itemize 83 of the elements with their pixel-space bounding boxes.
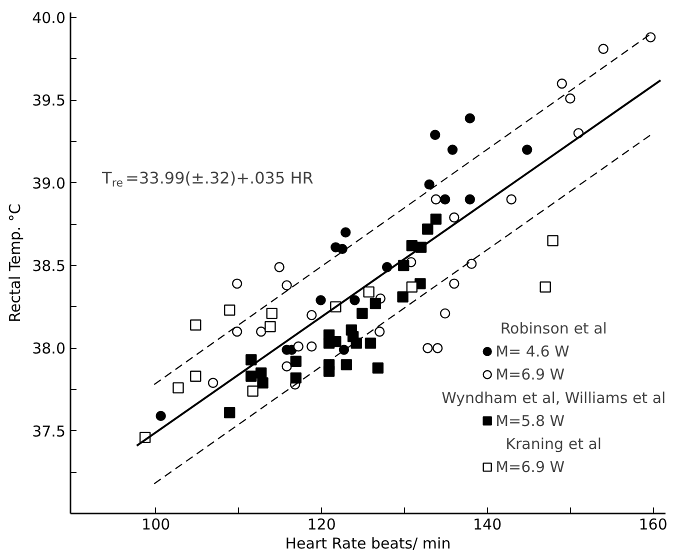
point [306,310,317,320]
point [224,304,236,316]
point [282,361,292,372]
y-tick-label: 38.5 [32,256,66,275]
point [440,308,450,319]
annotation: Robinson et al [500,319,607,338]
point [316,295,326,306]
y-axis-title: Rectal Temp. °C [6,204,24,322]
legend-label: M= 4.6 W [496,342,570,360]
point [422,343,433,354]
point [266,308,278,320]
x-tick-label: 160 [638,516,668,534]
point [246,370,257,382]
y-tick-label: 37.5 [32,422,66,440]
point [256,326,266,337]
point [447,144,458,155]
point [224,407,236,418]
x-tick-label: 120 [307,516,336,534]
legend-label: M=6.9 W [496,458,565,476]
point [449,212,460,223]
point [363,286,374,298]
point [246,354,257,366]
point [565,93,576,104]
y-tick-label: 39.0 [32,174,66,192]
point [256,367,267,379]
point [274,262,284,272]
point [264,321,276,332]
point [290,356,302,367]
annotation: Wyndham et al, Williams et al [442,388,666,407]
point [430,194,442,204]
point [424,179,434,190]
x-tick-label: 100 [142,516,170,534]
point [374,326,385,337]
point [422,224,434,235]
point [282,280,292,290]
point [172,382,184,394]
point [466,258,477,269]
point [232,278,242,289]
point [208,378,218,388]
point [598,44,608,54]
annotation: Kraning et al [506,435,602,454]
point [432,343,443,354]
point [247,386,258,397]
x-tick-label: 140 [473,516,502,534]
point [257,377,268,388]
point [440,194,450,204]
point [645,32,656,42]
point [350,295,360,306]
point [306,341,317,352]
point [156,410,166,422]
y-tick-label: 40.0 [32,8,66,27]
point [430,130,440,140]
point [370,298,382,310]
point [340,227,351,238]
point [547,235,558,246]
point [232,326,242,337]
point [372,362,384,374]
point [364,338,376,349]
point [464,113,476,124]
point [350,338,362,349]
point [406,281,418,293]
point [356,308,368,320]
legend-label: M=6.9 W [496,366,565,384]
point [506,194,516,204]
point [449,278,460,289]
point [290,372,302,384]
point [190,319,202,331]
point [397,291,408,302]
point [522,144,532,155]
y-tick-label: 38.0 [32,340,66,358]
x-axis-title: Heart Rate beats/ min [285,534,451,552]
point [464,194,476,204]
point [540,281,551,293]
y-tick-label: 39.5 [32,92,66,110]
point [338,344,350,355]
point [293,341,304,352]
legend-label: M=5.8 W [496,412,565,430]
point [337,244,348,254]
point [556,78,568,89]
point [323,366,335,377]
point [190,370,202,382]
point [430,214,442,225]
point [340,359,352,370]
